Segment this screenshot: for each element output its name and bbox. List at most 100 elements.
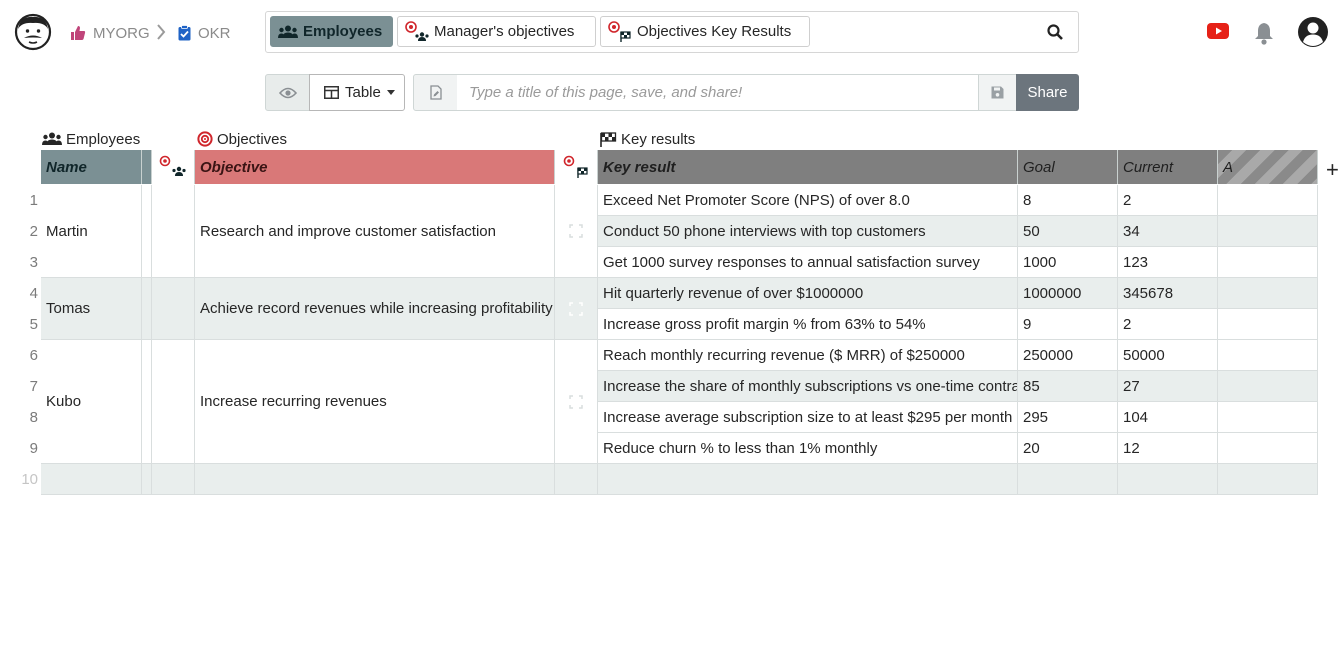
target-flag-icon: [608, 20, 631, 42]
row-number[interactable]: 2: [29, 223, 38, 240]
current-cell[interactable]: 2: [1118, 309, 1218, 340]
new-row-cell[interactable]: [41, 464, 142, 495]
row-number[interactable]: 4: [29, 285, 38, 302]
key-result-cell[interactable]: Exceed Net Promoter Score (NPS) of over …: [598, 185, 1018, 216]
breadcrumb-org[interactable]: MYORG: [70, 23, 150, 43]
column-header-objective-key-results[interactable]: [555, 150, 598, 184]
key-result-cell[interactable]: Increase the share of monthly subscripti…: [598, 371, 1018, 402]
empty-cell[interactable]: [1218, 371, 1318, 402]
youtube-icon[interactable]: [1207, 23, 1229, 44]
goal-cell[interactable]: 250000: [1018, 340, 1118, 371]
column-header-objective[interactable]: Objective: [195, 150, 555, 184]
objective-link-cell[interactable]: [555, 185, 598, 278]
add-column-button[interactable]: +: [1326, 157, 1339, 182]
user-account-icon[interactable]: [1297, 16, 1329, 53]
current-cell[interactable]: 104: [1118, 402, 1218, 433]
objective-link-cell[interactable]: [555, 278, 598, 340]
goal-cell[interactable]: 20: [1018, 433, 1118, 464]
page-tab-label: Manager's objectives: [434, 23, 575, 40]
key-result-cell[interactable]: Increase gross profit margin % from 63% …: [598, 309, 1018, 340]
current-cell[interactable]: 34: [1118, 216, 1218, 247]
current-cell[interactable]: 2: [1118, 185, 1218, 216]
current-cell[interactable]: 345678: [1118, 278, 1218, 309]
objective-cell[interactable]: Increase recurring revenues: [195, 340, 555, 464]
goal-cell[interactable]: 50: [1018, 216, 1118, 247]
employee-name-cell[interactable]: Martin: [41, 185, 142, 278]
current-cell[interactable]: 123: [1118, 247, 1218, 278]
view-mode-button[interactable]: [265, 74, 310, 111]
empty-cell[interactable]: [1218, 340, 1318, 371]
new-row-cell[interactable]: [598, 464, 1018, 495]
row-number[interactable]: 3: [29, 254, 38, 271]
goal-cell[interactable]: 1000000: [1018, 278, 1118, 309]
objective-cell[interactable]: Research and improve customer satisfacti…: [195, 185, 555, 278]
document-button[interactable]: [413, 74, 458, 111]
goal-cell[interactable]: 8: [1018, 185, 1118, 216]
save-button[interactable]: [978, 74, 1017, 111]
view-type-label: Table: [345, 84, 381, 101]
search-icon[interactable]: [1047, 24, 1063, 45]
key-result-cell[interactable]: Increase average subscription size to at…: [598, 402, 1018, 433]
spacer-cell[interactable]: [142, 185, 152, 278]
column-header-key-result[interactable]: Key result: [598, 150, 1018, 184]
spacer-cell[interactable]: [142, 340, 152, 464]
page-title-input[interactable]: [457, 74, 979, 111]
new-row-cell[interactable]: [195, 464, 555, 495]
row-number[interactable]: 5: [29, 316, 38, 333]
row-number[interactable]: 8: [29, 409, 38, 426]
goal-cell[interactable]: 295: [1018, 402, 1118, 433]
new-row-cell[interactable]: [152, 464, 195, 495]
empty-cell[interactable]: [1218, 185, 1318, 216]
column-header-managers-objectives[interactable]: [152, 150, 195, 184]
key-result-cell[interactable]: Reach monthly recurring revenue ($ MRR) …: [598, 340, 1018, 371]
goal-cell[interactable]: 9: [1018, 309, 1118, 340]
current-cell[interactable]: 12: [1118, 433, 1218, 464]
goal-cell[interactable]: 85: [1018, 371, 1118, 402]
empty-cell[interactable]: [1218, 216, 1318, 247]
row-number[interactable]: 6: [29, 347, 38, 364]
new-row-cell[interactable]: [1218, 464, 1318, 495]
managers-objectives-cell[interactable]: [152, 185, 195, 278]
page-tab-managers-objectives[interactable]: Manager's objectives: [397, 16, 596, 47]
row-number[interactable]: 7: [29, 378, 38, 395]
column-header-spacer[interactable]: [142, 150, 152, 184]
breadcrumb-doc[interactable]: OKR: [178, 23, 231, 43]
page-tab-employees[interactable]: Employees: [270, 16, 393, 47]
bell-icon[interactable]: [1254, 22, 1274, 50]
current-cell[interactable]: 27: [1118, 371, 1218, 402]
row-number-new[interactable]: 10: [21, 471, 38, 488]
row-number[interactable]: 1: [29, 192, 38, 209]
goal-cell[interactable]: 1000: [1018, 247, 1118, 278]
column-header-current[interactable]: Current: [1118, 150, 1218, 184]
empty-cell[interactable]: [1218, 247, 1318, 278]
new-row-cell[interactable]: [1118, 464, 1218, 495]
key-result-cell[interactable]: Conduct 50 phone interviews with top cus…: [598, 216, 1018, 247]
empty-cell[interactable]: [1218, 278, 1318, 309]
new-row-cell[interactable]: [555, 464, 598, 495]
new-row-cell[interactable]: [1018, 464, 1118, 495]
empty-cell[interactable]: [1218, 402, 1318, 433]
objective-link-cell[interactable]: [555, 340, 598, 464]
column-header-name[interactable]: Name: [41, 150, 142, 184]
column-header-add[interactable]: A: [1218, 150, 1318, 184]
objective-cell[interactable]: Achieve record revenues while increasing…: [195, 278, 555, 340]
employee-name-cell[interactable]: Tomas: [41, 278, 142, 340]
view-type-dropdown[interactable]: Table: [309, 74, 405, 111]
row-number[interactable]: 9: [29, 440, 38, 457]
share-button[interactable]: Share: [1016, 74, 1079, 111]
employee-name-cell[interactable]: Kubo: [41, 340, 142, 464]
page-tab-objectives-key-results[interactable]: Objectives Key Results: [600, 16, 810, 47]
drag-handle-icon: [569, 301, 583, 316]
managers-objectives-cell[interactable]: [152, 278, 195, 340]
key-result-cell[interactable]: Hit quarterly revenue of over $1000000: [598, 278, 1018, 309]
key-result-cell[interactable]: Reduce churn % to less than 1% monthly: [598, 433, 1018, 464]
key-result-cell[interactable]: Get 1000 survey responses to annual sati…: [598, 247, 1018, 278]
new-row-cell[interactable]: [142, 464, 152, 495]
current-cell[interactable]: 50000: [1118, 340, 1218, 371]
managers-objectives-cell[interactable]: [152, 340, 195, 464]
column-header-goal[interactable]: Goal: [1018, 150, 1118, 184]
empty-cell[interactable]: [1218, 309, 1318, 340]
empty-cell[interactable]: [1218, 433, 1318, 464]
app-logo-icon[interactable]: [14, 13, 52, 51]
spacer-cell[interactable]: [142, 278, 152, 340]
